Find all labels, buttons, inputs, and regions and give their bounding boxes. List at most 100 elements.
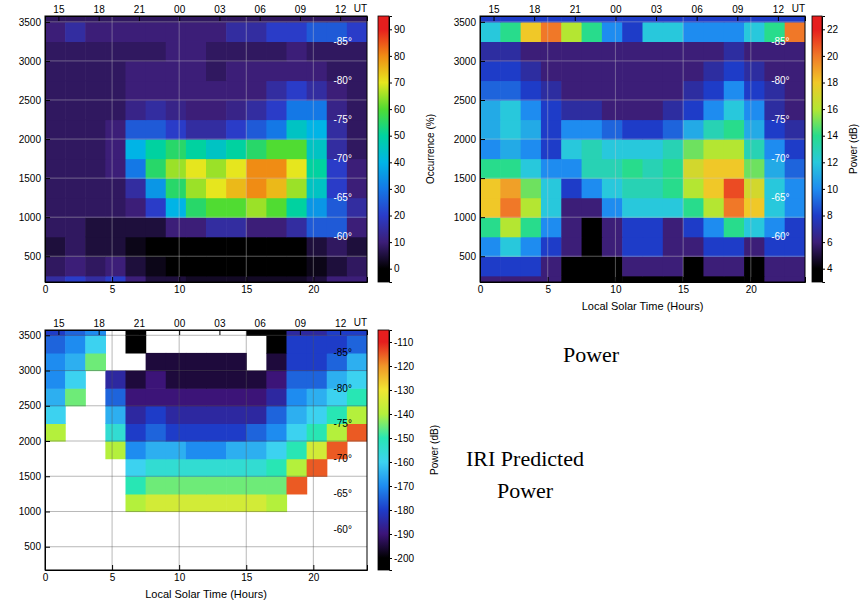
cell	[85, 41, 106, 61]
cell	[287, 276, 308, 282]
cell	[65, 139, 86, 159]
tick-mark	[58, 330, 59, 335]
tick-label: 3500	[19, 330, 42, 341]
tick-label: 80	[394, 51, 406, 62]
cell	[541, 22, 562, 42]
y-axis: 500100015002000250030003500	[19, 330, 50, 571]
cell	[166, 276, 187, 282]
cell	[703, 217, 724, 237]
tick-label: 09	[732, 4, 744, 15]
cell	[582, 120, 603, 140]
cell	[45, 256, 66, 276]
cell	[186, 494, 207, 512]
colorbar-axis: 0102030405060708090	[389, 17, 406, 283]
tick-mark	[822, 83, 825, 84]
tick-label: -180	[394, 505, 414, 516]
cell	[541, 276, 562, 282]
cell	[85, 276, 106, 282]
tick: 21	[134, 4, 146, 21]
cell	[622, 41, 643, 61]
cell	[226, 139, 247, 159]
tick: 3000	[19, 56, 50, 67]
tick-mark	[45, 61, 50, 62]
axis-line	[823, 17, 826, 283]
cell	[663, 217, 684, 237]
cell	[226, 61, 247, 81]
cell	[266, 388, 287, 406]
tick-mark	[300, 330, 301, 335]
tick-label: 12	[773, 4, 785, 15]
cell	[146, 371, 167, 389]
axis-line	[390, 331, 393, 571]
tick: 14	[822, 130, 839, 141]
cell	[582, 100, 603, 120]
cell	[45, 371, 66, 389]
tick: 10	[389, 237, 406, 248]
tick-mark	[480, 217, 485, 218]
cell	[724, 61, 745, 81]
cell	[561, 256, 582, 276]
cell	[85, 22, 106, 42]
cell	[65, 217, 86, 237]
tick-label: 10	[174, 284, 186, 295]
tick-label: -170	[394, 481, 414, 492]
cell	[126, 476, 147, 494]
cell	[663, 120, 684, 140]
cell	[226, 423, 247, 441]
cell	[307, 335, 328, 353]
tick-label: 5	[110, 572, 116, 583]
cell	[703, 139, 724, 159]
cell	[541, 80, 562, 100]
cell	[561, 61, 582, 81]
cell	[45, 159, 66, 179]
cell	[85, 80, 106, 100]
tick-label: 03	[214, 318, 226, 329]
cell	[186, 256, 207, 276]
cell	[307, 80, 328, 100]
tick-label: 1000	[454, 212, 477, 223]
cell	[105, 100, 126, 120]
cell	[307, 178, 328, 198]
cell	[480, 178, 501, 198]
cell	[785, 256, 805, 276]
cell	[246, 139, 267, 159]
tick-label: 5	[110, 284, 116, 295]
grid-line	[45, 441, 367, 442]
cell	[480, 41, 501, 61]
cell	[582, 276, 603, 282]
cell	[126, 276, 147, 282]
cell	[602, 100, 623, 120]
cell	[602, 61, 623, 81]
annotation: -65°	[333, 488, 351, 499]
cell	[683, 139, 704, 159]
cell	[246, 80, 267, 100]
tick-label: 500	[24, 251, 41, 262]
tick: -170	[389, 481, 414, 492]
tick-mark	[737, 16, 738, 21]
cell	[703, 80, 724, 100]
tick: 15	[488, 4, 500, 21]
cell	[266, 217, 287, 237]
cell	[105, 371, 126, 389]
cell	[166, 494, 187, 512]
cell	[266, 120, 287, 140]
cell	[226, 198, 247, 218]
cell	[266, 441, 287, 459]
cell	[287, 61, 308, 81]
cell	[500, 256, 521, 276]
cell	[480, 139, 501, 159]
tick: 00	[610, 4, 622, 21]
cell	[166, 406, 187, 424]
tick: 5	[110, 565, 116, 583]
annotation: -75°	[771, 114, 789, 125]
cell	[724, 159, 745, 179]
cell	[105, 22, 126, 42]
cell	[126, 178, 147, 198]
tick-mark	[340, 16, 341, 21]
cell	[186, 159, 207, 179]
cell	[166, 100, 187, 120]
tick-mark	[615, 277, 616, 282]
tick-mark	[45, 22, 50, 23]
cell	[85, 120, 106, 140]
cell	[602, 80, 623, 100]
